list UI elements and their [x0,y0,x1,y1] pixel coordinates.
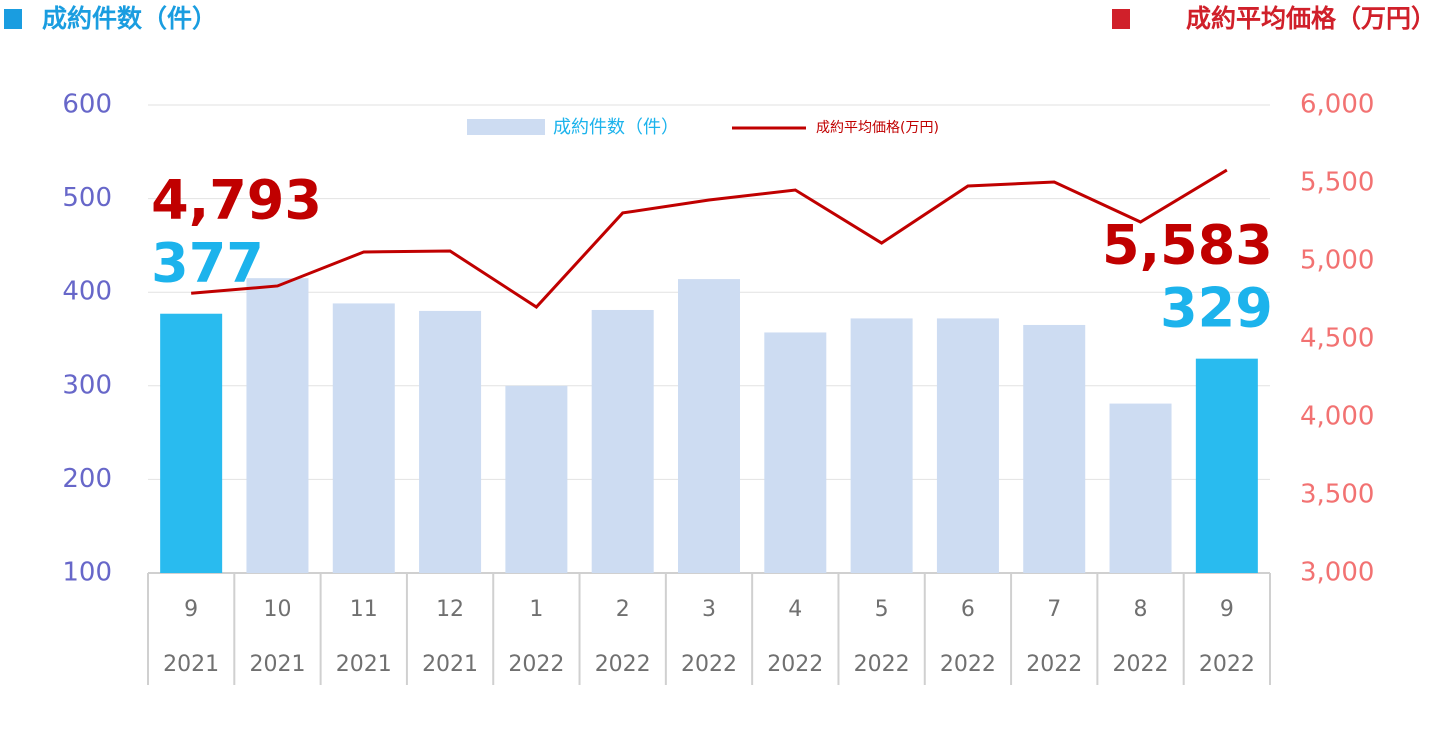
x-tick-label: 9 [184,597,198,622]
y-tick-label: 600 [62,90,112,120]
bar [764,332,827,573]
bar [419,310,482,573]
data-label: 377 [151,231,264,294]
bar [678,279,740,573]
x-tick-label-year: 2021 [422,652,478,677]
x-tick-label-year: 2022 [1113,652,1169,677]
bar [850,318,913,573]
x-tick-label: 1 [529,597,543,622]
y2-tick-label: 3,000 [1300,558,1374,588]
x-tick-label: 3 [702,597,716,622]
y2-tick-label: 5,500 [1300,168,1374,198]
bar [1195,358,1258,573]
x-tick-label-year: 2022 [595,652,651,677]
x-tick-label: 6 [961,597,975,622]
bar [246,278,309,573]
y2-tick-label: 4,000 [1300,402,1374,432]
y-tick-label: 400 [62,277,112,307]
y-axis-title: 成約件数（件） [42,4,217,33]
y-tick-label: 300 [62,370,112,400]
bar [1023,324,1086,573]
x-tick-label-year: 2022 [1199,652,1255,677]
y-tick-label: 100 [62,558,112,588]
x-tick-label-year: 2022 [1026,652,1082,677]
y2-tick-label: 6,000 [1300,90,1374,120]
y2label-marker [1112,9,1130,29]
y-tick-label: 500 [62,183,112,213]
x-tick-label: 12 [436,597,464,622]
x-tick-label-year: 2022 [681,652,737,677]
x-tick-label: 11 [350,597,378,622]
y2-tick-label: 4,500 [1300,324,1374,354]
y2-tick-label: 3,500 [1300,480,1374,510]
bar [332,303,395,573]
y2-tick-label: 5,000 [1300,246,1374,276]
x-tick-label-year: 2022 [854,652,910,677]
x-tick-label: 5 [875,597,889,622]
data-label: 5,583 [1102,213,1273,276]
bar [591,309,654,573]
y2-axis-title: 成約平均価格（万円） [1186,4,1436,33]
x-tick-label: 7 [1047,597,1061,622]
x-tick-label-year: 2022 [940,652,996,677]
y-tick-label: 200 [62,464,112,494]
data-label: 329 [1160,276,1273,339]
x-tick-label: 10 [263,597,291,622]
ylabel-marker [4,9,22,29]
x-tick-label: 2 [616,597,630,622]
data-label: 4,793 [151,168,322,231]
bar [1109,403,1172,573]
x-tick-label-year: 2022 [767,652,823,677]
x-tick-label-year: 2021 [163,652,219,677]
x-tick-label: 9 [1220,597,1234,622]
bar [160,313,223,573]
legend-swatch [467,119,545,135]
x-tick-label-year: 2022 [508,652,564,677]
x-tick-label-year: 2021 [249,652,305,677]
legend-label: 成約件数（件） [553,117,679,138]
x-tick-label: 8 [1134,597,1148,622]
bar [936,318,999,573]
x-tick-label-year: 2021 [336,652,392,677]
line [191,168,1228,309]
x-tick-label: 4 [788,597,802,622]
bar [505,385,568,573]
legend-label: 成約平均価格(万円) [816,120,939,136]
